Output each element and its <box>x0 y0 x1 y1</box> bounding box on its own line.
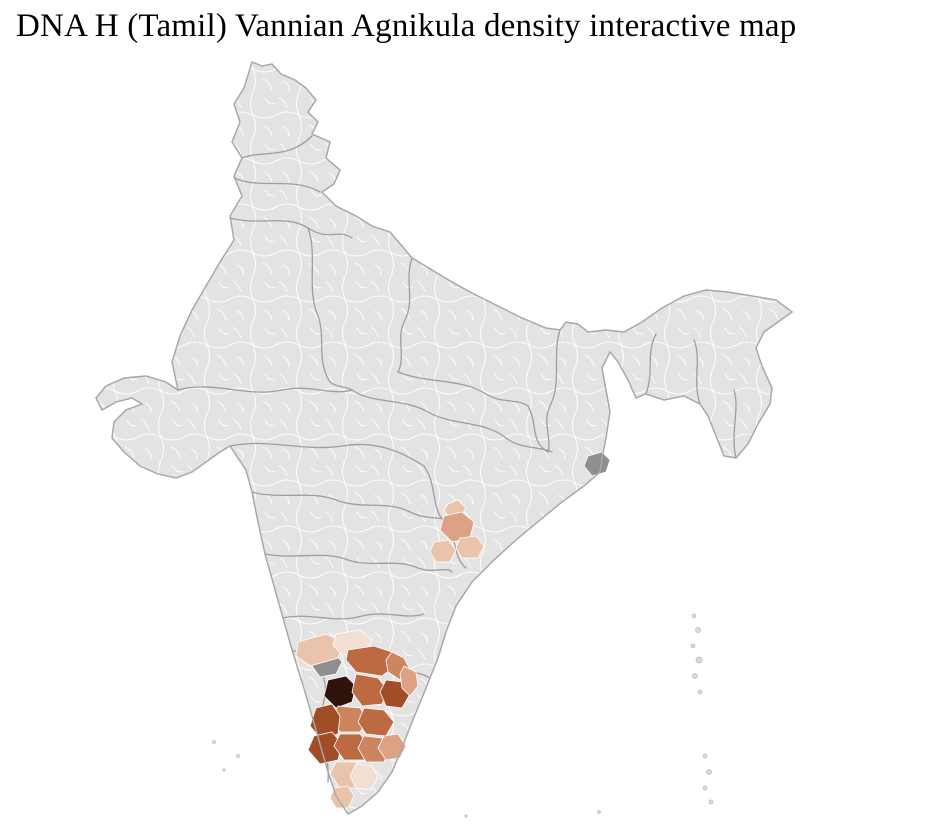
small-island <box>464 814 468 818</box>
district-west-bengal-patch[interactable] <box>583 451 611 477</box>
lakshadweep-island <box>222 768 226 772</box>
nicobar-island <box>706 769 712 775</box>
andaman-island <box>691 613 697 619</box>
district-polygon[interactable] <box>307 731 343 765</box>
islands <box>212 613 714 818</box>
nicobar-island <box>708 799 714 805</box>
india-outline <box>95 61 794 815</box>
district-borders-texture <box>96 62 792 814</box>
lakshadweep-island <box>236 754 240 758</box>
district-polygon[interactable] <box>309 703 341 741</box>
district-polygon[interactable] <box>351 673 389 707</box>
lakshadweep-island <box>212 740 216 744</box>
district-polygon[interactable] <box>329 785 355 809</box>
page-title: DNA H (Tamil) Vannian Agnikula density i… <box>16 8 797 44</box>
small-island <box>597 810 601 814</box>
nicobar-island <box>702 753 708 759</box>
nicobar-island <box>702 785 708 791</box>
andaman-island <box>690 643 696 649</box>
district-darkest[interactable] <box>323 675 357 709</box>
andaman-island <box>697 689 703 695</box>
district-polygon[interactable] <box>295 633 345 667</box>
tamil-nadu-cluster[interactable] <box>295 629 419 809</box>
andaman-island <box>692 673 698 679</box>
district-polygon[interactable] <box>399 665 419 697</box>
andaman-island <box>695 656 703 664</box>
andaman-island <box>695 627 701 633</box>
district-polygon[interactable] <box>349 763 379 791</box>
district-polygon[interactable] <box>455 535 485 559</box>
district-polygon[interactable] <box>429 539 457 563</box>
odisha-andhra-border-cluster[interactable] <box>429 499 485 563</box>
